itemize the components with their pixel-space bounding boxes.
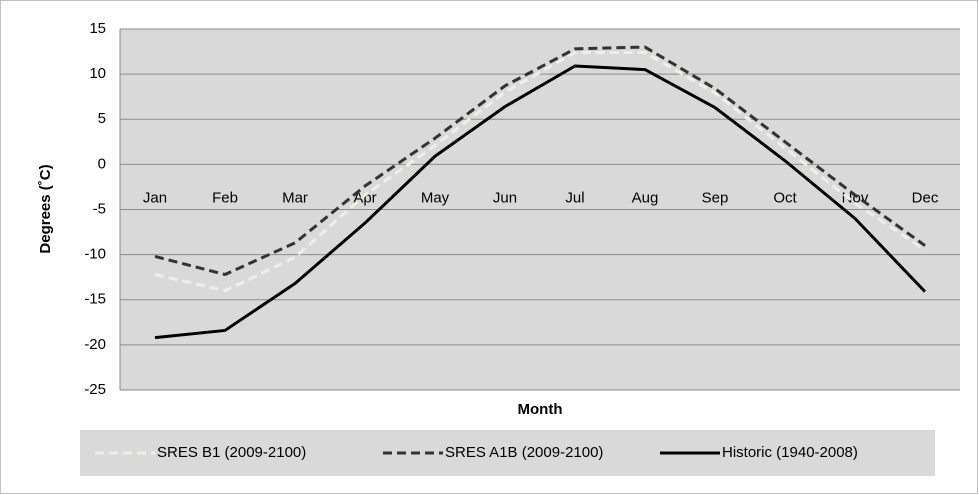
x-axis-title: Month <box>518 401 563 418</box>
y-tick-label: -10 <box>84 246 106 263</box>
x-tick-label: May <box>421 189 450 206</box>
x-tick-label: Oct <box>773 189 797 206</box>
series-line <box>154 64 927 340</box>
series-line <box>154 45 926 276</box>
x-tick-label: Sep <box>702 189 729 206</box>
x-tick-label: Jun <box>493 189 517 206</box>
y-tick-label: 15 <box>89 20 106 37</box>
legend-label: SRES B1 (2009-2100) <box>157 444 306 461</box>
y-tick-label: 0 <box>98 155 106 172</box>
y-tick-label: -15 <box>84 291 106 308</box>
legend-label: Historic (1940-2008) <box>722 444 858 461</box>
legend-label: SRES A1B (2009-2100) <box>445 444 603 461</box>
x-tick-label: Aug <box>632 189 659 206</box>
x-tick-label: Nov <box>842 189 869 206</box>
y-tick-label: -5 <box>93 200 106 217</box>
y-tick-label: 10 <box>89 65 106 82</box>
y-tick-label: -20 <box>84 336 106 353</box>
y-tick-label: -25 <box>84 381 106 398</box>
x-tick-label: Apr <box>353 189 376 206</box>
y-axis-title: Degrees (˚C) <box>37 164 54 253</box>
x-tick-label: Jan <box>143 189 167 206</box>
x-tick-label: Mar <box>282 189 308 206</box>
x-tick-label: Jul <box>565 189 584 206</box>
y-tick-label: 5 <box>98 110 106 127</box>
legend-box <box>80 430 935 476</box>
x-tick-label: Dec <box>912 189 939 206</box>
x-tick-label: Feb <box>212 189 238 206</box>
